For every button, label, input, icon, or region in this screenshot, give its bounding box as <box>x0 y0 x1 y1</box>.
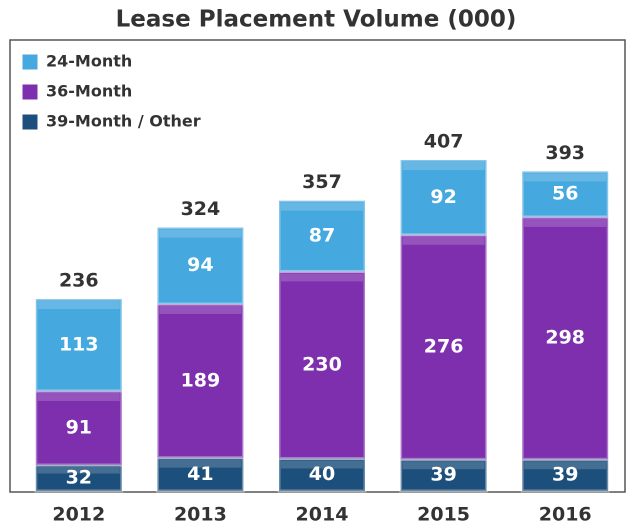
bar-bevel <box>281 202 363 211</box>
bar-value-label: 32 <box>66 466 92 488</box>
bar-value-label: 87 <box>309 225 335 247</box>
total-label: 407 <box>424 131 464 153</box>
total-label: 393 <box>545 142 585 164</box>
bar-segment <box>277 199 367 273</box>
bar-bevel <box>159 229 242 238</box>
bar-value-label: 230 <box>302 353 342 375</box>
legend-label: 24-Month <box>46 52 132 71</box>
bar-value-label: 94 <box>187 254 213 276</box>
bar-bevel <box>159 459 242 468</box>
bar-value-label: 41 <box>187 463 213 485</box>
bar-segment <box>520 457 610 493</box>
bar-bevel <box>37 301 120 310</box>
bar-segment <box>520 169 610 219</box>
plot-frame <box>9 39 626 493</box>
bar-bevel <box>524 461 607 470</box>
bar-bevel <box>402 461 485 470</box>
bar-bevel <box>402 236 485 245</box>
bar-bevel <box>402 162 485 170</box>
bar-bevel <box>524 173 607 182</box>
chart-title: Lease Placement Volume (000) <box>116 7 517 33</box>
x-tick-label: 2014 <box>296 504 349 526</box>
bar-value-label: 92 <box>430 186 456 208</box>
bar-segment <box>34 297 124 393</box>
bar-bevel <box>524 218 607 227</box>
bar-value-label: 113 <box>59 334 99 356</box>
x-tick-label: 2015 <box>417 504 470 526</box>
bar-value-label: 276 <box>424 336 464 358</box>
x-tick-label: 2012 <box>52 504 105 526</box>
legend-swatch <box>21 53 39 71</box>
x-tick-label: 2016 <box>539 504 592 526</box>
bar-segment <box>277 456 367 493</box>
x-tick-label: 2013 <box>174 504 227 526</box>
bar-value-label: 298 <box>545 327 585 349</box>
bar-value-label: 39 <box>552 464 578 486</box>
bar-value-label: 40 <box>309 463 335 485</box>
bar-bevel <box>37 392 120 401</box>
bar-segment <box>34 463 124 493</box>
bar-segment <box>155 456 245 493</box>
bar-segment <box>155 226 245 306</box>
legend-swatch <box>21 113 39 131</box>
bar-value-label: 56 <box>552 183 578 205</box>
bar-value-label: 189 <box>181 369 221 391</box>
legend-label: 36-Month <box>46 82 132 101</box>
bar-bevel <box>159 305 242 314</box>
total-label: 324 <box>181 198 221 220</box>
bar-segment <box>399 158 489 237</box>
legend-swatch <box>21 83 39 101</box>
bar-bevel <box>37 466 120 474</box>
bar-value-label: 39 <box>430 464 456 486</box>
bar-value-label: 91 <box>66 416 92 438</box>
bar-segment <box>399 233 489 461</box>
legend-label: 39-Month / Other <box>46 112 201 131</box>
bar-bevel <box>281 460 363 469</box>
bar-segment <box>399 457 489 493</box>
total-label: 357 <box>302 171 342 193</box>
bar-bevel <box>281 273 363 282</box>
total-label: 236 <box>59 270 99 292</box>
